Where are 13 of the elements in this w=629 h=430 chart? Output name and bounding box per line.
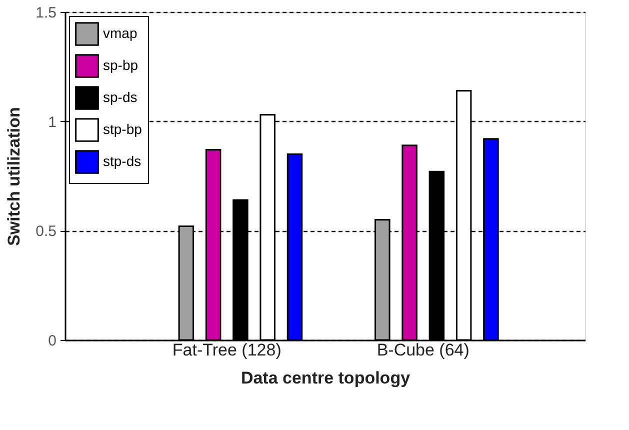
x-tick-label: B-Cube (64) [376, 340, 470, 360]
x-tick-label: Fat-Tree (128) [172, 340, 282, 360]
y-tick-label: 0.5 [36, 223, 56, 240]
y-tick-label: 1 [48, 114, 56, 131]
legend-label: vmap [103, 25, 138, 41]
y-tick-label: 1.5 [36, 4, 56, 22]
y-tick-label: 0 [48, 332, 56, 350]
y-axis-title: Switch utilization [4, 107, 24, 246]
legend-label: sp-bp [103, 57, 138, 73]
legend-label: stp-ds [103, 153, 142, 169]
x-axis-title: Data centre topology [240, 368, 411, 388]
legend-label: stp-bp [103, 121, 142, 137]
legend-label: sp-ds [103, 89, 138, 105]
